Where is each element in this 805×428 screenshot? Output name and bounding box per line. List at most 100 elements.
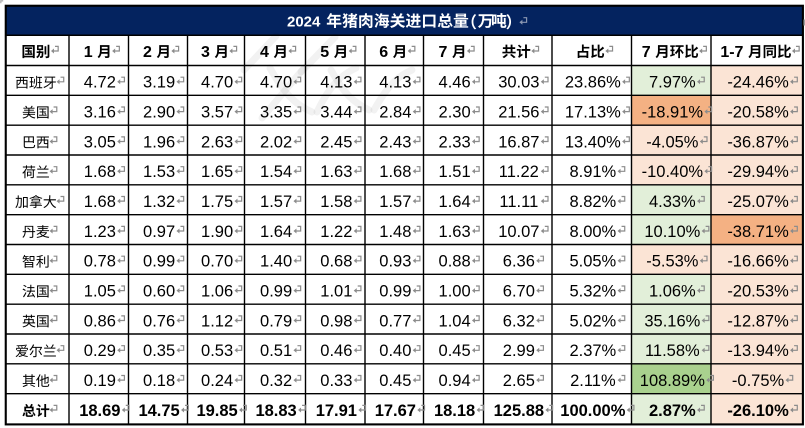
svg-text:13.40%: 13.40%: [565, 133, 621, 151]
svg-text:-36.87%: -36.87%: [727, 133, 789, 151]
svg-text:0.68: 0.68: [320, 253, 352, 271]
svg-text:0.29: 0.29: [84, 342, 116, 360]
svg-text:1.12: 1.12: [201, 312, 233, 330]
svg-text:8.91%: 8.91%: [569, 163, 616, 181]
svg-text:125.88: 125.88: [494, 402, 544, 420]
svg-text:-20.58%: -20.58%: [727, 103, 789, 121]
svg-text:2.45: 2.45: [320, 133, 352, 151]
svg-text:0.78: 0.78: [84, 253, 116, 271]
svg-text:35.16%: 35.16%: [644, 312, 700, 330]
svg-text:0.77: 0.77: [379, 312, 411, 330]
svg-text:1.63: 1.63: [320, 163, 352, 181]
svg-text:0.19: 0.19: [84, 372, 116, 390]
svg-text:1-7: 1-7: [720, 44, 743, 61]
svg-text:-24.46%: -24.46%: [727, 74, 789, 92]
svg-text:10.10%: 10.10%: [644, 223, 700, 241]
svg-text:1.53: 1.53: [143, 163, 175, 181]
svg-text:6.70: 6.70: [503, 282, 535, 300]
svg-text:-0.75%: -0.75%: [732, 372, 785, 390]
svg-text:0.76: 0.76: [143, 312, 175, 330]
svg-text:0.94: 0.94: [439, 372, 471, 390]
svg-text:0.40: 0.40: [379, 342, 411, 360]
svg-text:0.88: 0.88: [439, 253, 471, 271]
svg-text:-18.91%: -18.91%: [642, 103, 704, 121]
svg-text:10.07: 10.07: [498, 223, 539, 241]
svg-text:23.86%: 23.86%: [565, 74, 621, 92]
svg-text:1.68: 1.68: [84, 193, 116, 211]
svg-text:0.33: 0.33: [320, 372, 352, 390]
svg-text:18.83: 18.83: [255, 402, 296, 420]
svg-text:18.69: 18.69: [79, 402, 120, 420]
svg-text:0.53: 0.53: [201, 342, 233, 360]
svg-text:2024: 2024: [287, 14, 321, 31]
svg-text:0.99: 0.99: [379, 282, 411, 300]
svg-text:8.82%: 8.82%: [569, 193, 616, 211]
svg-text:2.63: 2.63: [201, 133, 233, 151]
svg-text:0.32: 0.32: [260, 372, 292, 390]
svg-text:2.43: 2.43: [379, 133, 411, 151]
svg-text:1.40: 1.40: [260, 253, 292, 271]
svg-text:1.00: 1.00: [439, 282, 471, 300]
svg-text:1.32: 1.32: [143, 193, 175, 211]
svg-text:3.05: 3.05: [84, 133, 116, 151]
svg-text:2.84: 2.84: [379, 103, 411, 121]
svg-text:4.13: 4.13: [320, 74, 352, 92]
svg-text:4.70: 4.70: [201, 74, 233, 92]
svg-text:100.00%: 100.00%: [560, 402, 625, 420]
svg-text:2.37%: 2.37%: [569, 342, 616, 360]
svg-text:2: 2: [143, 44, 152, 61]
svg-text:1.54: 1.54: [260, 163, 292, 181]
svg-text:5.02%: 5.02%: [569, 312, 616, 330]
svg-text:1.57: 1.57: [379, 193, 411, 211]
svg-text:-13.94%: -13.94%: [727, 342, 789, 360]
svg-text:6.32: 6.32: [503, 312, 535, 330]
svg-text:1.58: 1.58: [320, 193, 352, 211]
svg-text:4.72: 4.72: [84, 74, 116, 92]
svg-text:4.13: 4.13: [379, 74, 411, 92]
svg-text:0.45: 0.45: [439, 342, 471, 360]
svg-text:-20.53%: -20.53%: [727, 282, 789, 300]
svg-text:3.57: 3.57: [201, 103, 233, 121]
svg-text:1.75: 1.75: [201, 193, 233, 211]
svg-text:11.58%: 11.58%: [645, 342, 700, 360]
svg-text:6.36: 6.36: [503, 253, 535, 271]
svg-text:3.16: 3.16: [84, 103, 116, 121]
svg-text:1.51: 1.51: [439, 163, 471, 181]
svg-text:2.02: 2.02: [260, 133, 292, 151]
svg-text:3.19: 3.19: [143, 74, 175, 92]
svg-text:1: 1: [84, 44, 93, 61]
svg-text:18.18: 18.18: [434, 402, 475, 420]
svg-text:5: 5: [320, 44, 329, 61]
svg-text:17.67: 17.67: [375, 402, 416, 420]
svg-text:0.99: 0.99: [143, 253, 175, 271]
svg-text:0.45: 0.45: [379, 372, 411, 390]
svg-text:0.86: 0.86: [84, 312, 116, 330]
svg-text:1.48: 1.48: [379, 223, 411, 241]
svg-text:7.97%: 7.97%: [649, 74, 696, 92]
svg-text:1.96: 1.96: [143, 133, 175, 151]
svg-text:1.57: 1.57: [260, 193, 292, 211]
svg-text:0.24: 0.24: [201, 372, 233, 390]
svg-text:1.65: 1.65: [201, 163, 233, 181]
svg-text:1.68: 1.68: [84, 163, 116, 181]
svg-text:-29.94%: -29.94%: [727, 163, 789, 181]
svg-text:1.01: 1.01: [320, 282, 352, 300]
svg-text:-26.10%: -26.10%: [727, 402, 789, 420]
svg-text:3: 3: [201, 44, 210, 61]
svg-text:2.33: 2.33: [439, 133, 471, 151]
svg-text:0.79: 0.79: [260, 312, 292, 330]
svg-text:7: 7: [642, 44, 651, 61]
svg-text:2.11%: 2.11%: [570, 372, 616, 390]
svg-text:1.90: 1.90: [201, 223, 233, 241]
svg-text:2.99: 2.99: [503, 342, 535, 360]
svg-text:4.70: 4.70: [260, 74, 292, 92]
svg-text:0.60: 0.60: [143, 282, 175, 300]
svg-text:0.98: 0.98: [320, 312, 352, 330]
svg-text:5.05%: 5.05%: [569, 253, 616, 271]
svg-text:6: 6: [379, 44, 388, 61]
svg-text:1.05: 1.05: [84, 282, 116, 300]
svg-text:-38.71%: -38.71%: [727, 223, 789, 241]
svg-text:2.30: 2.30: [439, 103, 471, 121]
svg-text:11.11: 11.11: [499, 193, 538, 211]
svg-text:0.18: 0.18: [143, 372, 175, 390]
